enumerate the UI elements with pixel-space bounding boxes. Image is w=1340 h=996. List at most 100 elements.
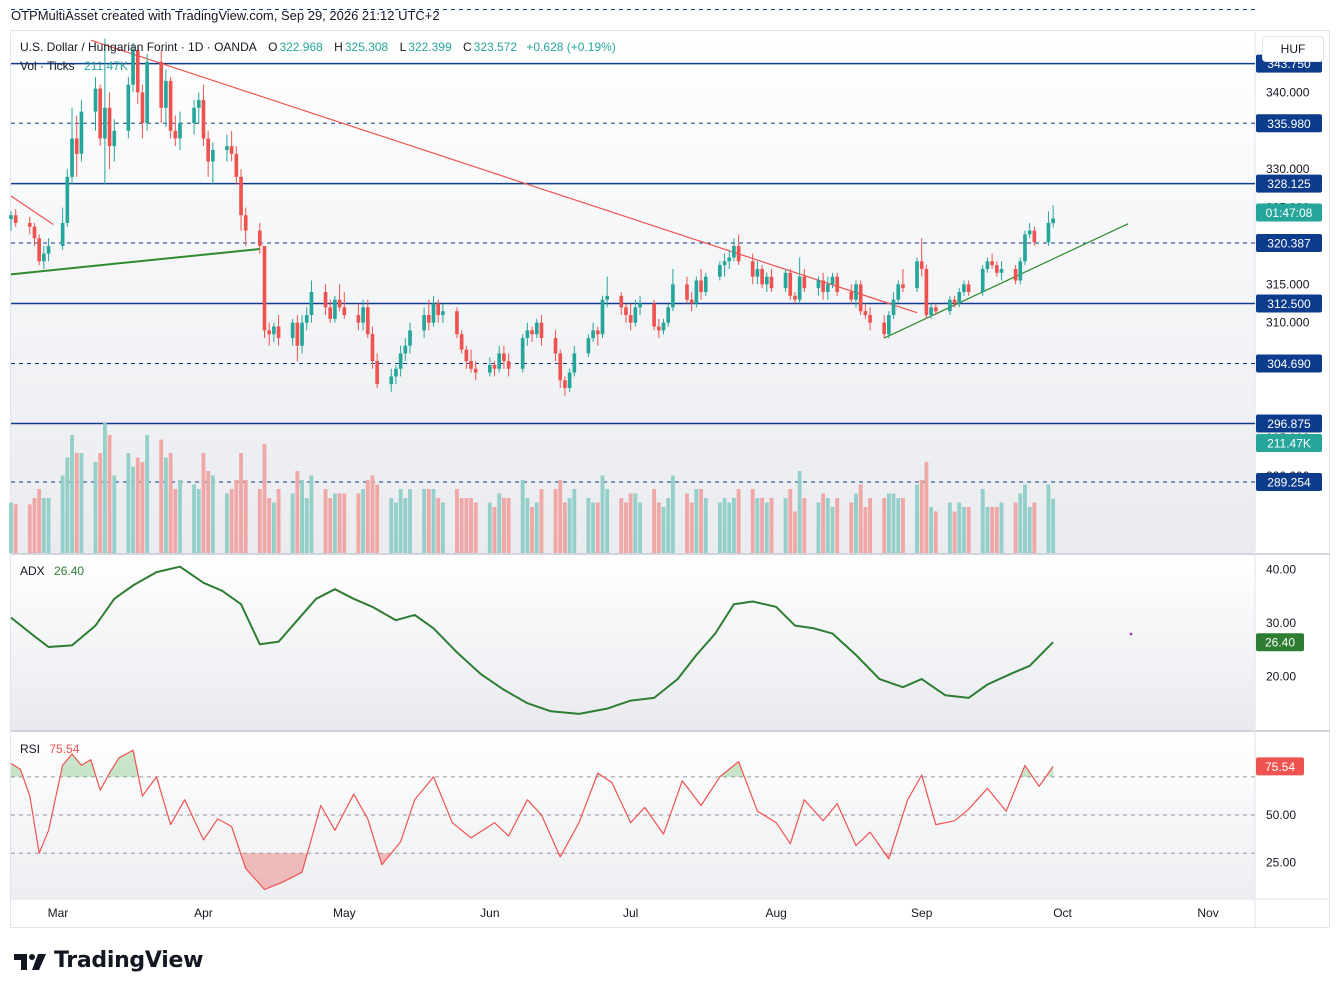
candle-body[interactable]	[103, 107, 107, 139]
candle-body[interactable]	[131, 50, 135, 85]
candle-body[interactable]	[595, 330, 600, 335]
candle-body[interactable]	[79, 111, 84, 154]
candle-body[interactable]	[821, 280, 825, 292]
candle-body[interactable]	[999, 268, 1004, 273]
candle-body[interactable]	[225, 146, 229, 150]
candle-body[interactable]	[112, 130, 117, 147]
candle-body[interactable]	[196, 100, 201, 108]
candle-body[interactable]	[93, 88, 98, 112]
candle-body[interactable]	[1027, 230, 1032, 235]
candle-body[interactable]	[966, 284, 971, 292]
candle-body[interactable]	[783, 272, 788, 289]
candle-body[interactable]	[426, 315, 431, 323]
candle-body[interactable]	[825, 284, 830, 292]
candle-body[interactable]	[619, 295, 624, 308]
candle-body[interactable]	[337, 299, 342, 308]
candle-body[interactable]	[65, 176, 70, 223]
candle-body[interactable]	[722, 261, 727, 266]
candle-body[interactable]	[990, 261, 994, 266]
candle-body[interactable]	[816, 280, 821, 289]
candle-body[interactable]	[98, 88, 103, 139]
candle-body[interactable]	[929, 307, 933, 316]
candle-body[interactable]	[980, 268, 985, 292]
candle-body[interactable]	[563, 380, 567, 388]
candle-body[interactable]	[403, 345, 408, 354]
candle-body[interactable]	[933, 307, 938, 312]
candle-body[interactable]	[802, 276, 807, 289]
candle-body[interactable]	[553, 338, 558, 354]
candle-body[interactable]	[243, 215, 248, 231]
candle-body[interactable]	[239, 176, 243, 216]
candle-body[interactable]	[952, 299, 957, 304]
candle-body[interactable]	[1046, 222, 1051, 243]
trendline[interactable]	[10, 248, 260, 276]
candle-body[interactable]	[1018, 261, 1023, 281]
trendline[interactable]	[10, 195, 54, 225]
candle-body[interactable]	[661, 322, 666, 331]
candle-body[interactable]	[328, 307, 333, 319]
candle-body[interactable]	[394, 368, 398, 377]
candle-body[interactable]	[624, 307, 628, 316]
candle-body[interactable]	[497, 353, 502, 369]
candle-body[interactable]	[957, 292, 962, 304]
candle-body[interactable]	[530, 330, 534, 335]
candle-body[interactable]	[473, 368, 478, 373]
candle-body[interactable]	[671, 284, 675, 308]
candle-body[interactable]	[863, 311, 868, 316]
candle-body[interactable]	[42, 253, 46, 262]
candle-body[interactable]	[694, 280, 699, 304]
candle-body[interactable]	[586, 338, 591, 354]
candle-body[interactable]	[398, 353, 403, 369]
candle-body[interactable]	[797, 276, 802, 300]
candle-body[interactable]	[145, 61, 149, 124]
candle-body[interactable]	[567, 372, 572, 388]
rsi-line[interactable]	[10, 749, 1054, 891]
candle-body[interactable]	[994, 265, 999, 273]
candle-body[interactable]	[924, 268, 929, 316]
candle-body[interactable]	[309, 292, 314, 316]
candle-body[interactable]	[915, 261, 919, 289]
candle-body[interactable]	[793, 295, 797, 300]
candle-body[interactable]	[666, 307, 671, 323]
candle-body[interactable]	[257, 230, 262, 246]
candle-body[interactable]	[760, 268, 764, 285]
candle-body[interactable]	[638, 303, 642, 308]
candle-body[interactable]	[441, 311, 445, 316]
candle-body[interactable]	[370, 334, 375, 362]
candle-body[interactable]	[70, 138, 74, 177]
candle-body[interactable]	[262, 245, 267, 331]
candle-body[interactable]	[685, 284, 689, 300]
candle-body[interactable]	[1032, 230, 1037, 243]
candle-body[interactable]	[140, 92, 145, 124]
candle-body[interactable]	[126, 84, 131, 131]
candle-body[interactable]	[211, 149, 215, 162]
candle-body[interactable]	[948, 299, 952, 312]
candle-body[interactable]	[234, 153, 239, 177]
candle-body[interactable]	[74, 138, 79, 154]
candle-body[interactable]	[178, 123, 182, 139]
candle-body[interactable]	[159, 61, 164, 108]
candle-body[interactable]	[135, 50, 140, 93]
candle-body[interactable]	[107, 107, 112, 147]
candle-body[interactable]	[868, 315, 872, 323]
candle-body[interactable]	[887, 315, 891, 335]
candle-body[interactable]	[534, 322, 539, 335]
candle-body[interactable]	[267, 330, 272, 335]
candle-body[interactable]	[539, 322, 544, 339]
brand-logo[interactable]: TradingView	[12, 948, 203, 973]
volume-label[interactable]: Vol · Ticks	[20, 59, 75, 73]
candle-body[interactable]	[919, 261, 924, 269]
candle-body[interactable]	[408, 330, 412, 346]
candle-body[interactable]	[835, 276, 840, 292]
candle-body[interactable]	[962, 284, 966, 292]
candle-body[interactable]	[764, 276, 769, 285]
candle-body[interactable]	[600, 299, 605, 335]
candle-body[interactable]	[46, 245, 51, 254]
candle-body[interactable]	[652, 303, 656, 327]
candle-body[interactable]	[985, 261, 990, 269]
candle-body[interactable]	[525, 330, 530, 339]
candle-body[interactable]	[431, 303, 436, 323]
candle-body[interactable]	[558, 353, 563, 381]
candle-body[interactable]	[436, 303, 441, 316]
